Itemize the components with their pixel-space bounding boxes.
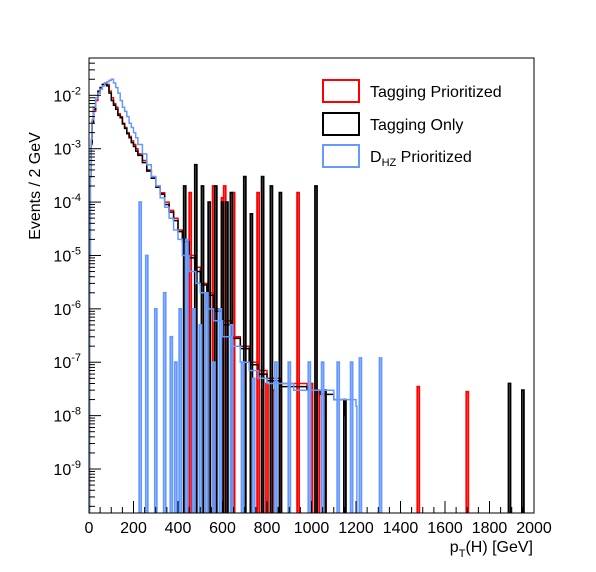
legend-label-sub: HZ bbox=[382, 157, 397, 169]
x-tick-label-400: 400 bbox=[165, 520, 192, 537]
y-tick-label-base: 10 bbox=[53, 195, 71, 212]
legend-label-rest: Prioritized bbox=[396, 149, 472, 166]
y-tick-label-exponent: -2 bbox=[71, 85, 81, 97]
y-tick-label-base: 10 bbox=[53, 355, 71, 372]
x-tick-label-200: 200 bbox=[120, 520, 147, 537]
legend-label-main: Tagging Only bbox=[370, 117, 463, 134]
y-tick-label-exponent: -3 bbox=[71, 139, 81, 151]
y-tick-label-base: 10 bbox=[53, 302, 71, 319]
x-axis-title-main: p bbox=[450, 539, 459, 556]
y-tick-label-exponent: -7 bbox=[71, 352, 81, 364]
y-tick-label-base: 10 bbox=[53, 142, 71, 159]
x-tick-label-1800: 1800 bbox=[472, 520, 508, 537]
y-axis-title: Events / 2 GeV bbox=[27, 132, 44, 240]
y-tick-label-exponent: -5 bbox=[71, 245, 81, 257]
x-tick-label-1600: 1600 bbox=[427, 520, 463, 537]
y-tick-label-exponent: -9 bbox=[71, 459, 81, 471]
x-tick-label-2000: 2000 bbox=[516, 520, 552, 537]
x-tick-label-600: 600 bbox=[209, 520, 236, 537]
x-tick-label-0: 0 bbox=[85, 520, 94, 537]
y-tick-label-base: 10 bbox=[53, 248, 71, 265]
x-tick-label-1400: 1400 bbox=[383, 520, 419, 537]
y-tick-label-base: 10 bbox=[53, 88, 71, 105]
x-tick-label-800: 800 bbox=[254, 520, 281, 537]
y-tick-label-base: 10 bbox=[53, 409, 71, 426]
legend-label-tagging-only: Tagging Only bbox=[370, 117, 463, 134]
y-tick-label-exponent: -8 bbox=[71, 406, 81, 418]
x-axis-title-rest: (H) [GeV] bbox=[465, 539, 533, 556]
legend-label-main: Tagging Prioritized bbox=[370, 84, 502, 101]
x-tick-label-1000: 1000 bbox=[294, 520, 330, 537]
legend-label-main: D bbox=[370, 149, 382, 166]
y-tick-label-base: 10 bbox=[53, 462, 71, 479]
x-tick-label-1200: 1200 bbox=[338, 520, 374, 537]
y-tick-label-exponent: -6 bbox=[71, 299, 81, 311]
y-tick-label-exponent: -4 bbox=[71, 192, 81, 204]
legend-label-tagging-prioritized: Tagging Prioritized bbox=[370, 84, 502, 101]
